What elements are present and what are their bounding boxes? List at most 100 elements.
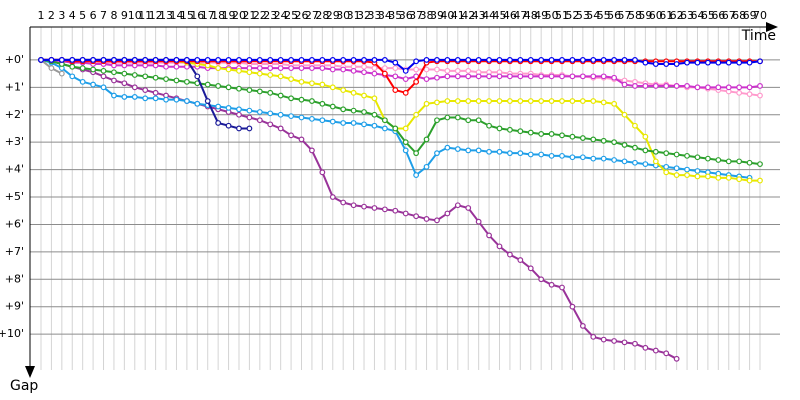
x-tick-label: 51 [555, 9, 569, 22]
x-tick-label: 8 [110, 9, 117, 22]
series-point [288, 95, 294, 102]
x-tick-label: 66 [711, 9, 725, 22]
series-point [361, 63, 367, 70]
series-point [298, 136, 305, 143]
series-point [507, 126, 513, 133]
series-point [402, 125, 409, 132]
series-point [381, 65, 388, 72]
series-point [225, 104, 232, 111]
series-point [225, 84, 232, 91]
y-tick-label: +2' [5, 108, 24, 121]
series-point [652, 158, 659, 165]
series-point [569, 303, 576, 310]
y-tick-label: +4' [5, 163, 24, 176]
series-point [632, 159, 638, 166]
series-point [715, 174, 722, 181]
series-point [340, 66, 347, 73]
series-point [527, 57, 534, 63]
series-point [507, 57, 513, 63]
series-point [329, 103, 336, 110]
series-point [225, 66, 232, 73]
series-point [413, 213, 420, 220]
x-tick-label: 23 [263, 9, 277, 22]
series-point [642, 344, 649, 351]
series-point [475, 147, 482, 154]
series-point [434, 99, 440, 106]
series-point [361, 203, 367, 210]
series-point [600, 155, 607, 162]
series-point [236, 125, 242, 132]
series-point [90, 57, 97, 63]
series-point [548, 98, 555, 104]
series-point [611, 57, 618, 63]
series-point [454, 67, 461, 74]
series-point [538, 98, 545, 104]
series-point [298, 96, 305, 103]
series-point [246, 57, 253, 63]
series-point [684, 166, 690, 173]
series-point [663, 163, 670, 170]
series-point [611, 74, 618, 81]
series-point [309, 65, 315, 72]
series-point [163, 76, 169, 83]
series-point [746, 177, 753, 184]
series-point [288, 76, 294, 83]
y-axis-title: Gap [10, 378, 38, 394]
series-point [423, 216, 430, 222]
series-point [204, 98, 211, 104]
x-tick-label: 36 [399, 9, 413, 22]
series-point [402, 67, 409, 74]
series-point [100, 67, 107, 74]
series-point [309, 57, 315, 63]
series-point [454, 114, 461, 121]
x-tick-label: 4 [69, 9, 76, 22]
x-tick-label: 12 [149, 9, 163, 22]
series-point [319, 117, 326, 124]
series-point [58, 57, 65, 63]
x-tick-label: 9 [121, 9, 128, 22]
series-point [309, 115, 315, 122]
x-tick-label: 18 [211, 9, 225, 22]
series-point [413, 78, 420, 85]
series-point [590, 98, 597, 104]
series-point [642, 83, 649, 89]
series-point [371, 122, 378, 129]
series-point [246, 125, 253, 132]
x-tick-label: 28 [315, 9, 329, 22]
series-point [183, 78, 190, 85]
series-point [183, 98, 190, 104]
series-point [527, 265, 534, 272]
x-tick-label: 25 [284, 9, 298, 22]
series-point [652, 347, 659, 354]
series-point [423, 66, 430, 73]
series-point [163, 96, 169, 103]
series-point [663, 150, 670, 157]
series-point [527, 98, 534, 104]
series-point [579, 57, 586, 63]
series-point [361, 121, 367, 128]
series-line [41, 58, 761, 89]
series-point [392, 125, 399, 132]
series-point [152, 89, 159, 96]
series-point [413, 66, 420, 73]
series-point [371, 111, 378, 118]
y-tick-label: +1' [5, 80, 24, 93]
series-point [402, 210, 409, 217]
y-tick-label: +10' [0, 327, 24, 340]
series-point [413, 172, 420, 178]
series-point [517, 150, 524, 157]
series-point [434, 150, 440, 157]
series-point [652, 61, 659, 67]
x-tick-label: 7 [100, 9, 107, 22]
series-point [215, 83, 222, 89]
series-point [79, 65, 86, 72]
series-point [621, 81, 628, 88]
series-point [444, 98, 451, 104]
series-point [673, 165, 680, 172]
series-point [131, 94, 138, 100]
y-tick-label: +7' [5, 245, 24, 258]
x-tick-label: 31 [347, 9, 361, 22]
series-point [204, 57, 211, 63]
series-point [746, 84, 753, 91]
x-tick-label: 16 [190, 9, 204, 22]
